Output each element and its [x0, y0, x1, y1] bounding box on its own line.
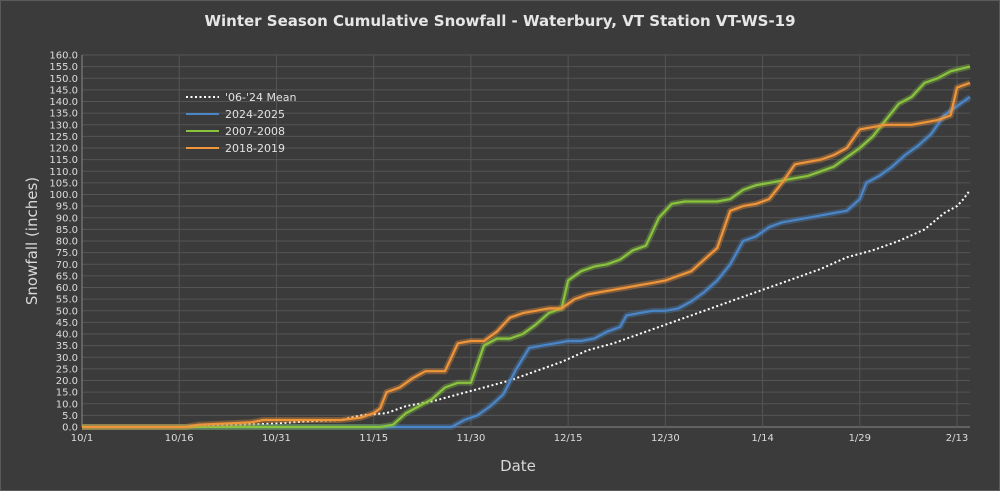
x-tick-label: 10/1: [71, 433, 93, 444]
y-tick-label: 70.0: [56, 260, 78, 271]
y-tick-label: 100.0: [49, 190, 78, 201]
legend-label: '06-'24 Mean: [225, 91, 297, 104]
legend-label: 2007-2008: [225, 125, 285, 138]
y-tick-label: 115.0: [49, 155, 78, 166]
y-tick-label: 125.0: [49, 132, 78, 143]
y-tick-label: 25.0: [56, 364, 78, 375]
y-tick-label: 35.0: [56, 341, 78, 352]
x-tick-label: 2/13: [946, 433, 968, 444]
y-tick-label: 90.0: [56, 213, 78, 224]
y-tick-label: 110.0: [49, 167, 78, 178]
y-tick-label: 150.0: [49, 74, 78, 85]
series-glow: [82, 63, 971, 430]
series-line: [82, 81, 971, 429]
y-tick-label: 140.0: [49, 97, 78, 108]
y-tick-label: 45.0: [56, 318, 78, 329]
x-tick-label: 12/30: [651, 433, 680, 444]
chart-title: Winter Season Cumulative Snowfall - Wate…: [204, 12, 795, 30]
y-tick-label: 40.0: [56, 330, 78, 341]
y-tick-label: 95.0: [56, 202, 78, 213]
y-tick-label: 130.0: [49, 120, 78, 131]
y-tick-label: 5.0: [62, 411, 78, 422]
y-tick-label: 120.0: [49, 144, 78, 155]
y-tick-labels: 0.05.010.015.020.025.030.035.040.045.050…: [49, 51, 78, 434]
series-line: [82, 65, 971, 429]
x-tick-label: 1/29: [849, 433, 871, 444]
series-line: [82, 96, 971, 429]
x-tick-labels: 10/1 10/16 10/31 11/15 11/30 12/15 12/30 1/14 1/…: [71, 433, 969, 444]
x-tick-label: 11/30: [456, 433, 485, 444]
x-tick-label: 10/31: [262, 433, 291, 444]
legend-label: 2018-2019: [225, 142, 285, 155]
y-tick-label: 15.0: [56, 388, 78, 399]
y-tick-label: 20.0: [56, 376, 78, 387]
y-tick-label: 0.0: [62, 423, 78, 434]
y-tick-label: 75.0: [56, 248, 78, 259]
y-tick-label: 160.0: [49, 51, 78, 62]
legend: '06-'24 Mean 2024-2025 2007-2008 2018-2019: [186, 91, 297, 155]
series-glow: [82, 80, 972, 430]
y-tick-label: 145.0: [49, 85, 78, 96]
y-tick-label: 65.0: [56, 271, 78, 282]
x-tick-label: 1/14: [751, 433, 773, 444]
y-tick-label: 50.0: [56, 306, 78, 317]
grid: [81, 54, 970, 428]
y-tick-label: 135.0: [49, 109, 78, 120]
y-tick-label: 105.0: [49, 178, 78, 189]
x-tick-label: 10/16: [165, 433, 194, 444]
y-tick-label: 60.0: [56, 283, 78, 294]
series-lines: [82, 63, 972, 430]
x-axis-title: Date: [500, 457, 536, 475]
y-tick-label: 155.0: [49, 62, 78, 73]
y-tick-label: 80.0: [56, 237, 78, 248]
legend-label: 2024-2025: [225, 108, 285, 121]
y-tick-label: 30.0: [56, 353, 78, 364]
x-tick-label: 12/15: [554, 433, 583, 444]
series-glow: [82, 94, 972, 430]
y-tick-label: 10.0: [56, 399, 78, 410]
y-axis-title: Snowfall (inches): [23, 177, 41, 305]
y-tick-label: 85.0: [56, 225, 78, 236]
series-line: [82, 189, 971, 428]
y-tick-label: 55.0: [56, 295, 78, 306]
x-tick-label: 11/15: [359, 433, 388, 444]
